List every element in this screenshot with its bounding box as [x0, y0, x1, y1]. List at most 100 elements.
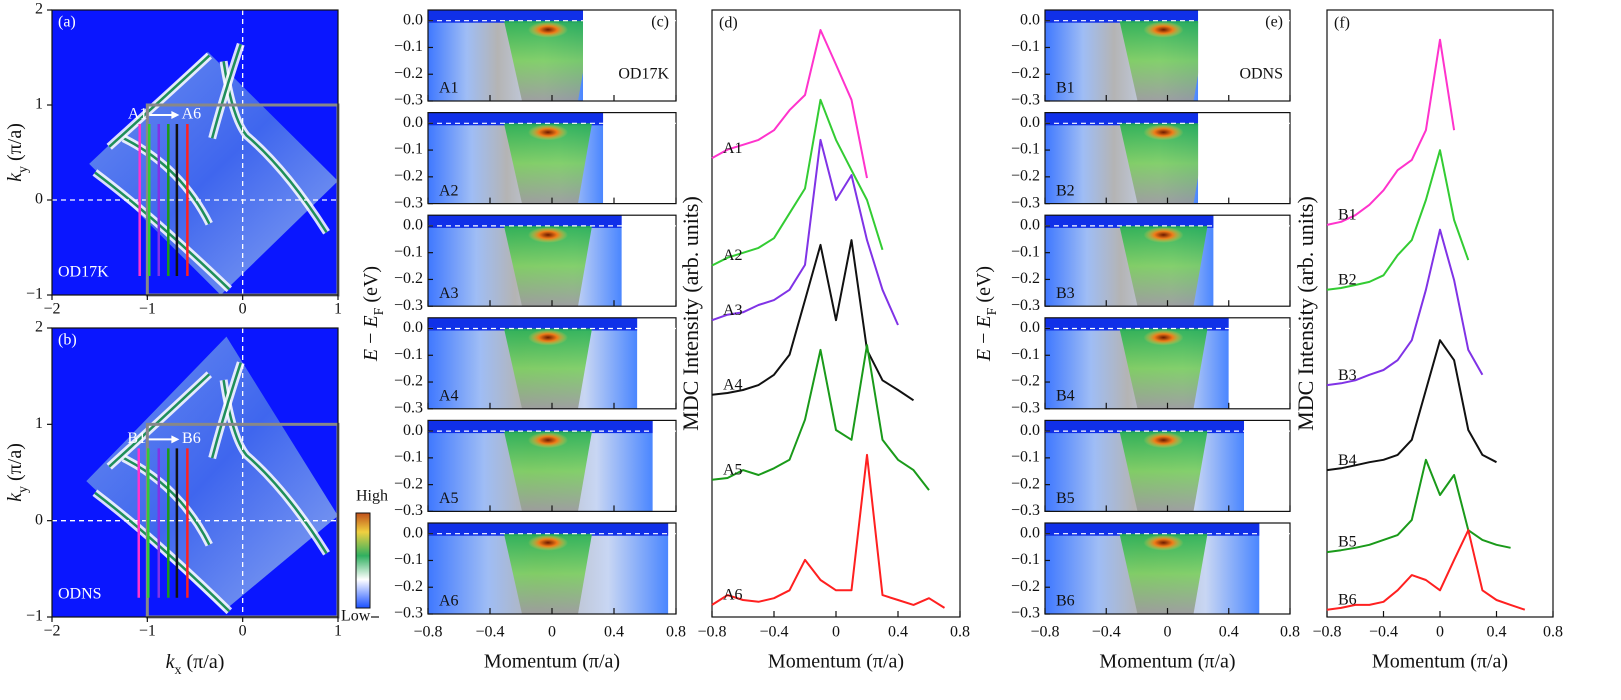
colorbar	[355, 512, 371, 609]
x-tick-label: 0.4	[888, 624, 908, 641]
x-axis-label: Momentum (π/a)	[1099, 651, 1235, 673]
y-tick-label: −0.2	[1011, 270, 1040, 287]
panel-label: (e)	[1265, 14, 1283, 31]
x-tick-label: −0.4	[759, 624, 788, 641]
y-tick-label: −1	[26, 608, 43, 625]
axis-label-part: E	[360, 315, 382, 328]
y-tick-label: −0.2	[394, 475, 423, 492]
panel-label: (b)	[58, 332, 77, 349]
x-axis-label: Momentum (π/a)	[768, 651, 904, 673]
spectrum-band	[504, 225, 592, 307]
fermi-surface	[222, 61, 328, 233]
y-tick-label: −0.1	[1011, 551, 1040, 568]
cut-name: A2	[439, 182, 459, 199]
spectrum-band	[1119, 225, 1208, 307]
mdc-curve	[711, 138, 899, 326]
mdc-curve	[1326, 149, 1470, 291]
y-tick-label: −1	[26, 286, 43, 303]
spectrum	[1045, 317, 1229, 409]
series-label: B6	[1338, 591, 1357, 608]
x-tick-label: −0.4	[475, 624, 504, 641]
spectrum-hotspot	[528, 534, 568, 551]
cut-name: A3	[439, 285, 459, 302]
fermi-surface	[108, 54, 211, 148]
y-tick-label: 0	[35, 191, 43, 208]
y-tick-label: −0.2	[1011, 373, 1040, 390]
y-tick-label: −0.3	[394, 297, 423, 314]
y-tick-label: 0.0	[403, 114, 423, 131]
spectrum	[428, 420, 653, 512]
series-label: A4	[723, 377, 743, 394]
x-tick-label: −0.8	[1312, 624, 1341, 641]
panel-label: (f)	[1334, 15, 1350, 32]
series-label: A2	[723, 247, 743, 264]
axis-label-part: (eV)	[360, 266, 382, 308]
series-label: A1	[723, 140, 743, 157]
x-tick-label: 0.4	[604, 624, 624, 641]
spectrum-hotspot	[1143, 432, 1184, 449]
fermi-surface	[108, 373, 211, 468]
spectrum	[428, 215, 622, 307]
cut-name: B2	[1056, 182, 1075, 199]
spectrum-top	[1045, 112, 1199, 126]
spectrum	[428, 112, 604, 204]
x-tick-label: −0.4	[1369, 624, 1398, 641]
axis-label: E − EF (eV)	[360, 266, 387, 362]
x-tick-label: 0	[832, 624, 840, 641]
spectrum-band	[504, 431, 592, 512]
mdc-curve	[1326, 38, 1456, 226]
panel-label: (c)	[651, 14, 669, 31]
spectrum-hotspot	[528, 226, 568, 243]
axis-label-part: x	[175, 663, 182, 678]
y-tick-label: −0.1	[394, 551, 423, 568]
y-tick-label: 0.0	[403, 319, 423, 336]
y-tick-label: 0	[35, 511, 43, 528]
x-tick-label: 1	[334, 623, 342, 640]
y-tick-label: 2	[35, 1, 43, 18]
cut-label: B1	[127, 430, 146, 447]
spectrum-band	[1119, 328, 1208, 409]
spectrum-top	[428, 10, 583, 23]
cut-label: A1	[128, 106, 148, 123]
axis-label: E − EF (eV)	[973, 266, 1000, 362]
y-tick-label: −0.2	[1011, 578, 1040, 595]
spectrum-hotspot	[1143, 124, 1184, 141]
y-tick-label: 0.0	[1020, 114, 1040, 131]
x-tick-label: −1	[139, 623, 156, 640]
x-axis-label: Momentum (π/a)	[484, 651, 620, 673]
x-tick-label: 0.8	[950, 624, 970, 641]
axis-label-part: E	[973, 349, 995, 362]
fermi-surface	[94, 491, 231, 613]
mdc-curve	[711, 239, 915, 402]
y-tick-label: −0.2	[394, 373, 423, 390]
y-tick-label: −0.1	[1011, 141, 1040, 158]
spectrum	[428, 317, 638, 409]
cut-label: B6	[182, 430, 201, 447]
spectrum	[1045, 215, 1214, 307]
y-tick-label: 0.0	[403, 422, 423, 439]
mdc-curve	[1326, 228, 1484, 387]
axis-label-part: E	[360, 349, 382, 362]
spectrum-hotspot	[528, 21, 568, 38]
y-tick-label: −0.1	[1011, 449, 1040, 466]
spectrum-hotspot	[1143, 534, 1184, 551]
spectrum	[1045, 112, 1199, 204]
axis-label-part: k	[166, 651, 176, 673]
y-tick-label: −0.3	[1011, 502, 1040, 519]
spectrum	[428, 523, 669, 614]
x-tick-label: 0.8	[666, 624, 686, 641]
cut-name: B4	[1056, 387, 1075, 404]
mdc-curve	[711, 453, 946, 609]
series-label: A3	[723, 302, 743, 319]
x-tick-label: 0	[239, 623, 247, 640]
series-label: A6	[723, 587, 743, 604]
axis-label-part: (π/a)	[182, 651, 225, 673]
spectrum-band	[1119, 20, 1199, 101]
spectrum-hotspot	[528, 329, 568, 346]
cut-name: A4	[439, 387, 459, 404]
spectrum-band	[1119, 123, 1199, 204]
x-tick-label: −2	[43, 623, 60, 640]
spectrum-top	[1045, 10, 1199, 23]
x-tick-label: 0.4	[1219, 624, 1239, 641]
y-tick-label: −0.2	[394, 65, 423, 82]
